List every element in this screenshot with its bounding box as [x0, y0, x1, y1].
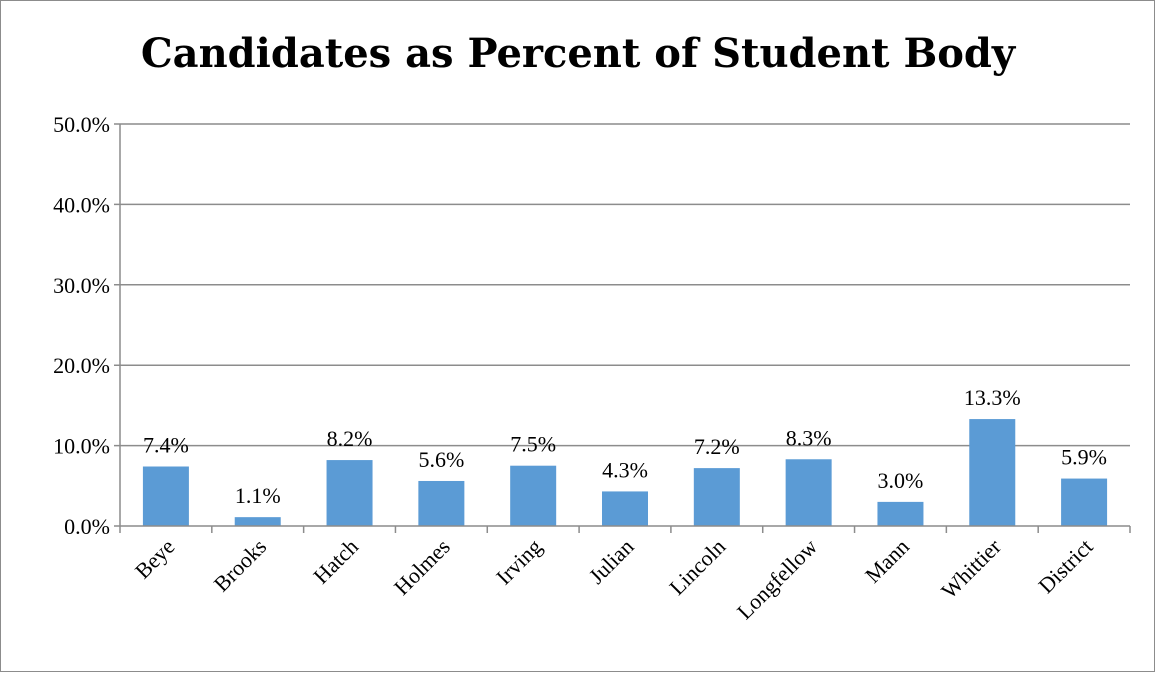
data-label: 7.5%	[510, 432, 556, 457]
bar	[326, 460, 373, 526]
bar	[142, 466, 189, 526]
x-category-label: Julian	[584, 534, 639, 589]
y-tick-label: 10.0%	[53, 434, 110, 459]
data-label: 3.0%	[878, 468, 924, 493]
bar	[877, 501, 924, 526]
y-tick-label: 20.0%	[53, 353, 110, 378]
y-tick-label: 0.0%	[64, 514, 110, 539]
x-category-label: Longfellow	[732, 534, 822, 624]
x-category-label: Holmes	[389, 534, 455, 600]
bar	[785, 459, 832, 526]
axes	[114, 124, 1131, 533]
x-category-label: District	[1033, 534, 1097, 598]
data-label: 7.2%	[694, 434, 740, 459]
chart-title: Candidates as Percent of Student Body	[140, 30, 1016, 77]
x-category-label: Mann	[860, 534, 914, 588]
y-tick-label: 40.0%	[53, 192, 110, 217]
data-label: 13.3%	[964, 385, 1021, 410]
bar	[510, 465, 557, 526]
bar	[418, 480, 465, 526]
data-label: 8.2%	[327, 426, 373, 451]
data-label: 8.3%	[786, 425, 832, 450]
x-category-label: Beye	[130, 534, 180, 584]
y-tick-label: 30.0%	[53, 273, 110, 298]
y-tick-label: 50.0%	[53, 112, 110, 137]
bar	[602, 491, 648, 526]
data-label: 5.6%	[418, 447, 464, 472]
gridlines	[114, 123, 1130, 447]
data-label: 5.9%	[1061, 445, 1107, 470]
bar	[234, 517, 281, 526]
bar	[969, 419, 1016, 526]
x-category-label: Lincoln	[664, 534, 730, 600]
bars	[142, 419, 1108, 526]
x-category-label: Whittier	[936, 533, 1006, 603]
data-label: 1.1%	[235, 483, 281, 508]
x-category-label: Irving	[491, 534, 547, 590]
bar	[1061, 478, 1108, 526]
x-category-label: Brooks	[209, 534, 272, 597]
labels: 0.0% 10.0% 20.0% 30.0% 40.0% 50.0% 7.4% Beye 1.1…	[53, 112, 1107, 624]
bar	[693, 468, 740, 526]
data-label: 7.4%	[143, 433, 189, 458]
data-label: 4.3%	[602, 457, 648, 482]
x-category-label: Hatch	[308, 534, 363, 589]
